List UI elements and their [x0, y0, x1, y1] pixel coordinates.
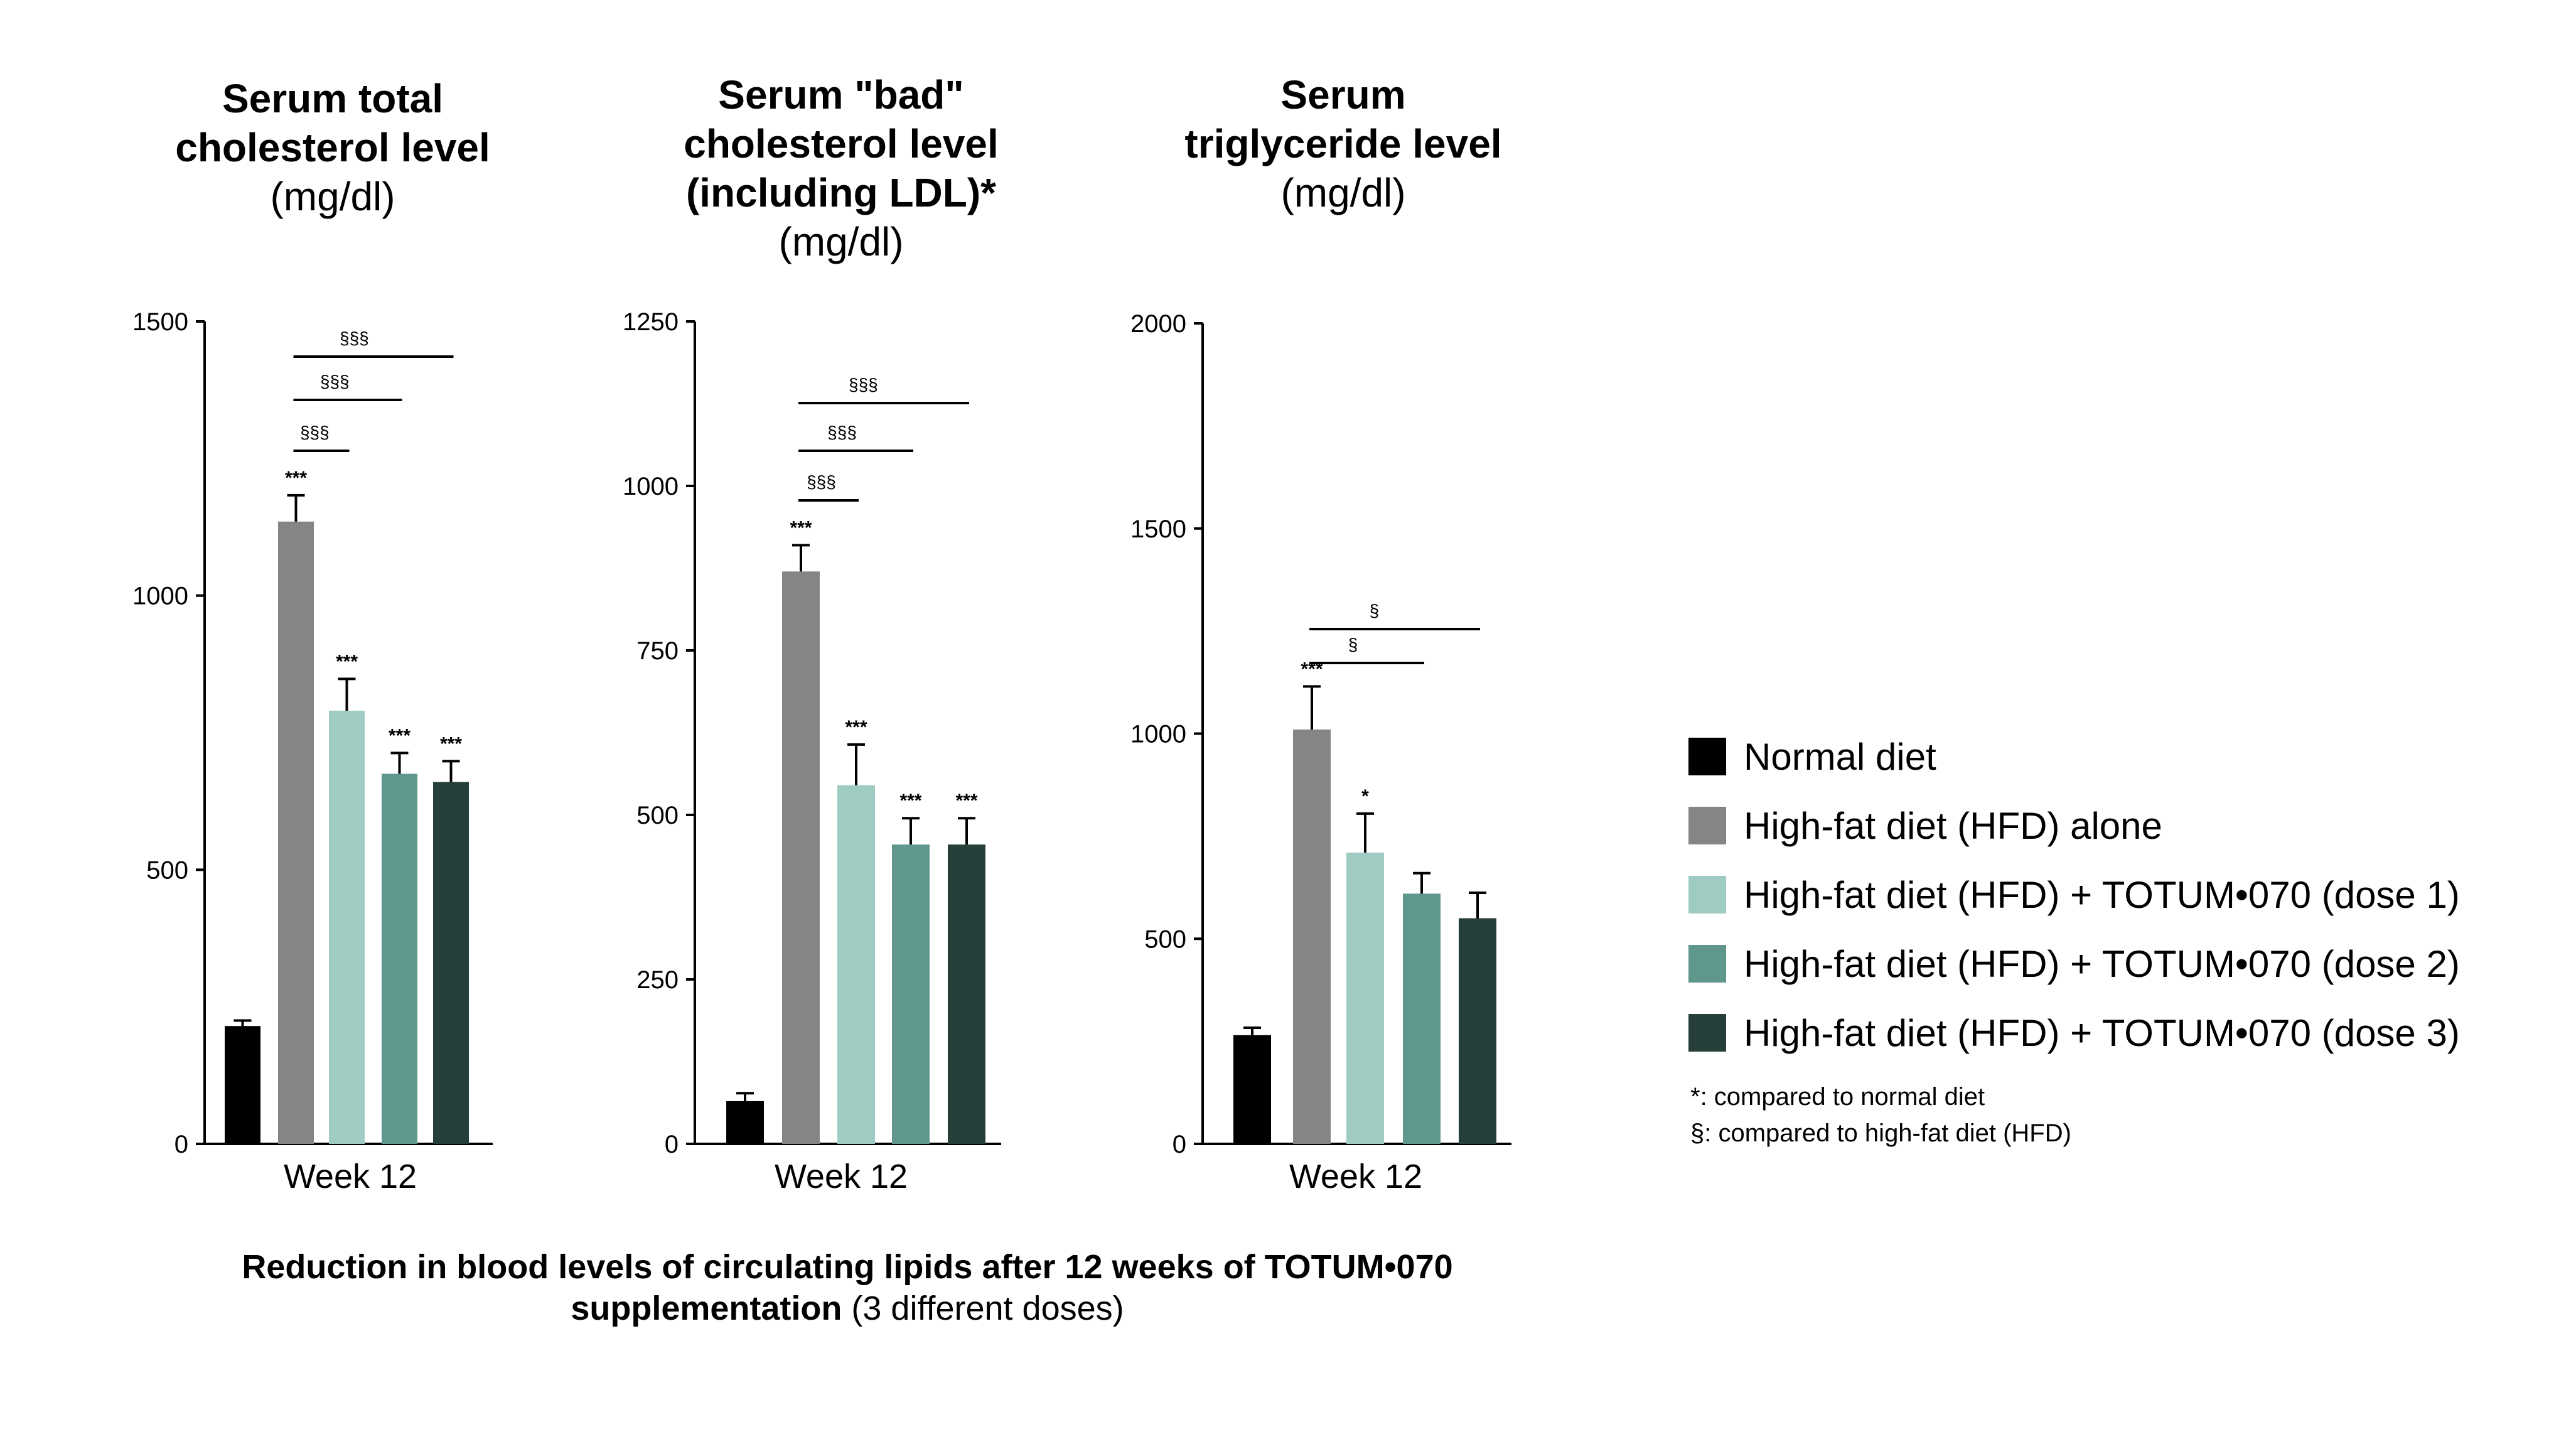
x-axis-label: Week 12 — [1289, 1158, 1422, 1195]
y-tick-label: 1250 — [623, 308, 679, 336]
y-tick-label: 1000 — [623, 473, 679, 500]
bracket-label: §§§ — [340, 328, 369, 348]
legend-label: High-fat diet (HFD) alone — [1744, 804, 2162, 847]
chart-2-title: Serum "bad" cholesterol level (including… — [647, 70, 1036, 266]
bracket-label: § — [1370, 601, 1380, 620]
legend-item-dose-2: High-fat diet (HFD) + TOTUM•070 (dose 2) — [1688, 929, 2460, 998]
significance-stars: *** — [389, 725, 411, 746]
y-tick-label: 250 — [636, 966, 679, 994]
y-tick-label: 1500 — [132, 308, 188, 336]
significance-stars: *** — [336, 651, 358, 672]
y-tick-label: 1000 — [132, 583, 188, 610]
legend-item-normal-diet: Normal diet — [1688, 722, 2460, 791]
bar-2 — [782, 571, 820, 1144]
chart-3-title-units: (mg/dl) — [1280, 170, 1406, 215]
chart-2-title-line-2: cholesterol level — [684, 121, 999, 166]
note-section: §: compared to high-fat diet (HFD) — [1690, 1119, 2071, 1147]
legend: Normal diet High-fat diet (HFD) alone Hi… — [1688, 722, 2460, 1067]
significance-stars: *** — [440, 733, 462, 754]
charts-area: 0 500 1000 1500 *** *** *** *** §§§ §§§ §§§ Week 12… — [132, 308, 1511, 1195]
y-tick-label: 0 — [1173, 1131, 1186, 1158]
caption-bold-line-2: supplementation — [571, 1290, 842, 1327]
bracket-label: §§§ — [320, 372, 350, 391]
bar-4 — [892, 844, 930, 1144]
y-tick-label: 1500 — [1130, 515, 1186, 543]
bracket-label: § — [1348, 635, 1358, 654]
chart-2-title-line-1: Serum "bad" — [718, 72, 964, 117]
significance-stars: *** — [899, 790, 921, 811]
chart-2-title-units: (mg/dl) — [778, 219, 904, 264]
bar-5 — [948, 844, 985, 1144]
y-tick-label: 0 — [665, 1131, 679, 1158]
chart-1-title: Serum total cholesterol level (mg/dl) — [144, 74, 521, 221]
chart-1-title-line-2: cholesterol level — [175, 125, 490, 170]
bar-1 — [726, 1101, 764, 1144]
significance-stars: *** — [790, 517, 812, 538]
legend-swatch — [1688, 876, 1726, 913]
bracket-label: §§§ — [827, 423, 857, 442]
bar-3 — [1346, 853, 1384, 1144]
bar-2 — [1293, 729, 1331, 1144]
chart-3-title-line-1: Serum — [1280, 72, 1406, 117]
significance-stars: *** — [845, 717, 867, 738]
bracket-label: §§§ — [807, 472, 836, 492]
x-axis-label: Week 12 — [775, 1158, 908, 1195]
y-tick-label: 500 — [636, 802, 679, 829]
bar-1 — [225, 1026, 260, 1144]
y-tick-label: 1000 — [1130, 721, 1186, 748]
legend-swatch — [1688, 945, 1726, 983]
chart-1-title-line-1: Serum total — [222, 76, 444, 121]
chart-2-title-line-3: (including LDL)* — [685, 170, 997, 215]
significance-stars: *** — [285, 468, 307, 488]
legend-item-dose-3: High-fat diet (HFD) + TOTUM•070 (dose 3) — [1688, 998, 2460, 1067]
legend-swatch — [1688, 1014, 1726, 1052]
significance-stars: * — [1361, 786, 1369, 807]
y-tick-label: 750 — [636, 637, 679, 665]
legend-item-hfd: High-fat diet (HFD) alone — [1688, 791, 2460, 860]
bar-1 — [1233, 1035, 1271, 1144]
y-tick-label: 2000 — [1130, 310, 1186, 338]
chart-3-title: Serum triglyceride level (mg/dl) — [1149, 70, 1538, 217]
legend-swatch — [1688, 807, 1726, 844]
legend-label: High-fat diet (HFD) + TOTUM•070 (dose 3) — [1744, 1011, 2460, 1054]
legend-label: High-fat diet (HFD) + TOTUM•070 (dose 2) — [1744, 942, 2460, 985]
chart-1-title-units: (mg/dl) — [270, 174, 395, 219]
bar-2 — [278, 521, 314, 1144]
note-star: *: compared to normal diet — [1690, 1083, 1985, 1111]
legend-swatch — [1688, 738, 1726, 775]
bar-5 — [433, 782, 469, 1144]
bar-3 — [329, 711, 365, 1144]
caption-bold-line-1: Reduction in blood levels of circulating… — [242, 1248, 1453, 1286]
y-tick-label: 500 — [1144, 925, 1186, 953]
significance-notes: *: compared to normal diet §: compared t… — [1690, 1079, 2071, 1151]
bar-5 — [1459, 918, 1496, 1144]
bar-3 — [837, 785, 875, 1144]
legend-label: High-fat diet (HFD) + TOTUM•070 (dose 1) — [1744, 873, 2460, 916]
figure-caption: Reduction in blood levels of circulating… — [0, 1246, 1695, 1329]
chart-3-title-line-2: triglyceride level — [1184, 121, 1502, 166]
bar-4 — [1403, 893, 1441, 1144]
caption-normal: (3 different doses) — [842, 1290, 1124, 1327]
y-tick-label: 0 — [174, 1131, 188, 1158]
bracket-label: §§§ — [300, 423, 330, 442]
legend-label: Normal diet — [1744, 735, 1936, 778]
significance-stars: *** — [955, 790, 977, 811]
bar-4 — [382, 773, 417, 1144]
bracket-label: §§§ — [849, 375, 878, 394]
x-axis-label: Week 12 — [284, 1158, 417, 1195]
y-tick-label: 500 — [146, 856, 188, 884]
legend-item-dose-1: High-fat diet (HFD) + TOTUM•070 (dose 1) — [1688, 860, 2460, 929]
